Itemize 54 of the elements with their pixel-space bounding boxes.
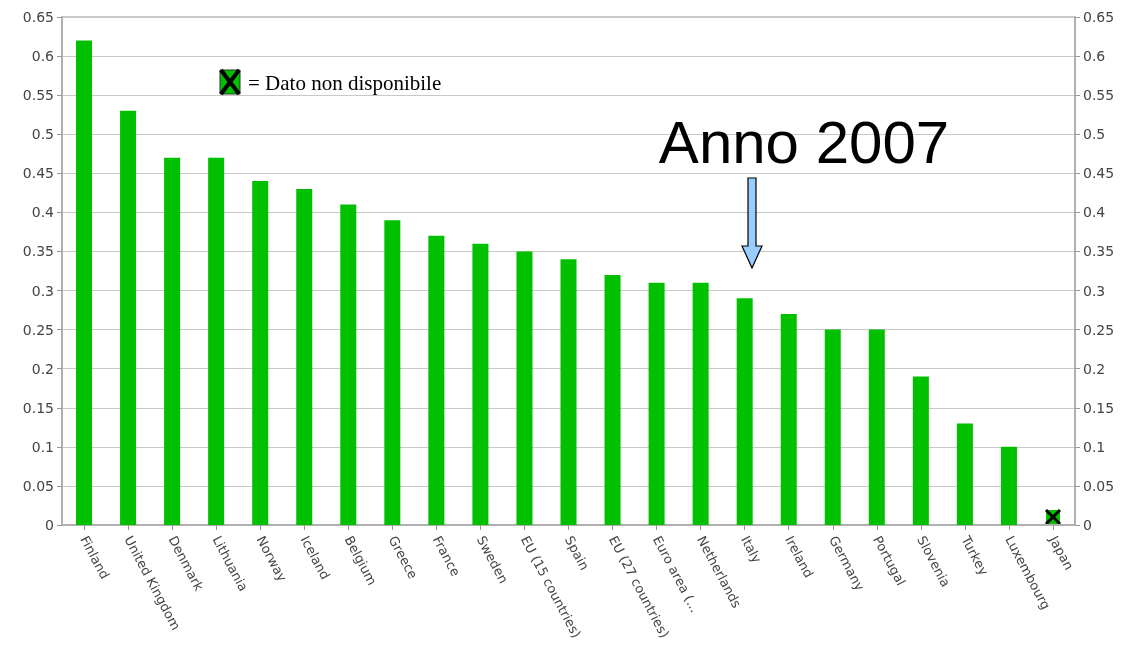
bar <box>428 235 445 525</box>
bar <box>692 282 709 525</box>
bar <box>868 329 885 525</box>
y-tick-label: 0.6 <box>31 48 55 65</box>
y2-tick-label: 0 <box>1083 517 1092 533</box>
bar <box>560 259 577 525</box>
y2-tick-label: 0.3 <box>1083 282 1106 299</box>
y-tick-label: 0 <box>45 517 54 533</box>
y2-tick-label: 0.4 <box>1083 204 1106 221</box>
annotation: Anno 2007 <box>658 108 950 176</box>
y2-tick-label: 0.15 <box>1083 399 1115 416</box>
y-tick-label: 0.05 <box>22 477 54 494</box>
y2-tick-label: 0.65 <box>1083 9 1115 25</box>
y2-tick-label: 0.5 <box>1083 126 1106 143</box>
y2-tick-label: 0.25 <box>1083 321 1115 338</box>
y-tick-label: 0.4 <box>31 204 55 221</box>
bar <box>76 40 93 525</box>
bar <box>472 243 489 525</box>
x-tick-label: Italy <box>738 533 765 566</box>
bar <box>912 376 929 525</box>
bar <box>736 298 753 525</box>
annotation: = Dato non disponibile <box>248 70 442 95</box>
y-tick-label: 0.45 <box>22 165 54 182</box>
y-tick-label: 0.5 <box>31 126 54 143</box>
bar <box>1000 446 1017 525</box>
y2-tick-label: 0.2 <box>1083 360 1106 377</box>
y-tick-label: 0.35 <box>22 243 54 260</box>
bar <box>120 110 137 525</box>
y-tick-label: 0.15 <box>22 399 54 416</box>
y-tick-label: 0.25 <box>22 321 54 338</box>
y2-tick-label: 0.45 <box>1083 165 1115 182</box>
bar <box>164 157 181 525</box>
y-tick-label: 0.1 <box>31 438 54 455</box>
y2-tick-label: 0.05 <box>1083 477 1115 494</box>
y-tick-label: 0.2 <box>31 360 54 377</box>
bar <box>296 188 313 525</box>
y2-tick-label: 0.35 <box>1083 243 1115 260</box>
y-tick-label: 0.65 <box>22 9 54 25</box>
x-tick-label: Spain <box>561 533 593 573</box>
bar <box>780 313 797 525</box>
y-tick-label: 0.55 <box>22 87 54 104</box>
bar <box>956 423 973 525</box>
bar <box>208 157 225 525</box>
bar <box>384 220 401 525</box>
y2-tick-label: 0.55 <box>1083 87 1115 104</box>
bar <box>604 274 621 525</box>
y2-tick-label: 0.6 <box>1083 48 1106 65</box>
bar <box>824 329 841 525</box>
y-tick-label: 0.3 <box>31 282 54 299</box>
bar <box>648 282 665 525</box>
bar <box>252 181 269 525</box>
y2-tick-label: 0.1 <box>1083 438 1106 455</box>
bar <box>340 204 357 525</box>
bar <box>516 251 533 525</box>
